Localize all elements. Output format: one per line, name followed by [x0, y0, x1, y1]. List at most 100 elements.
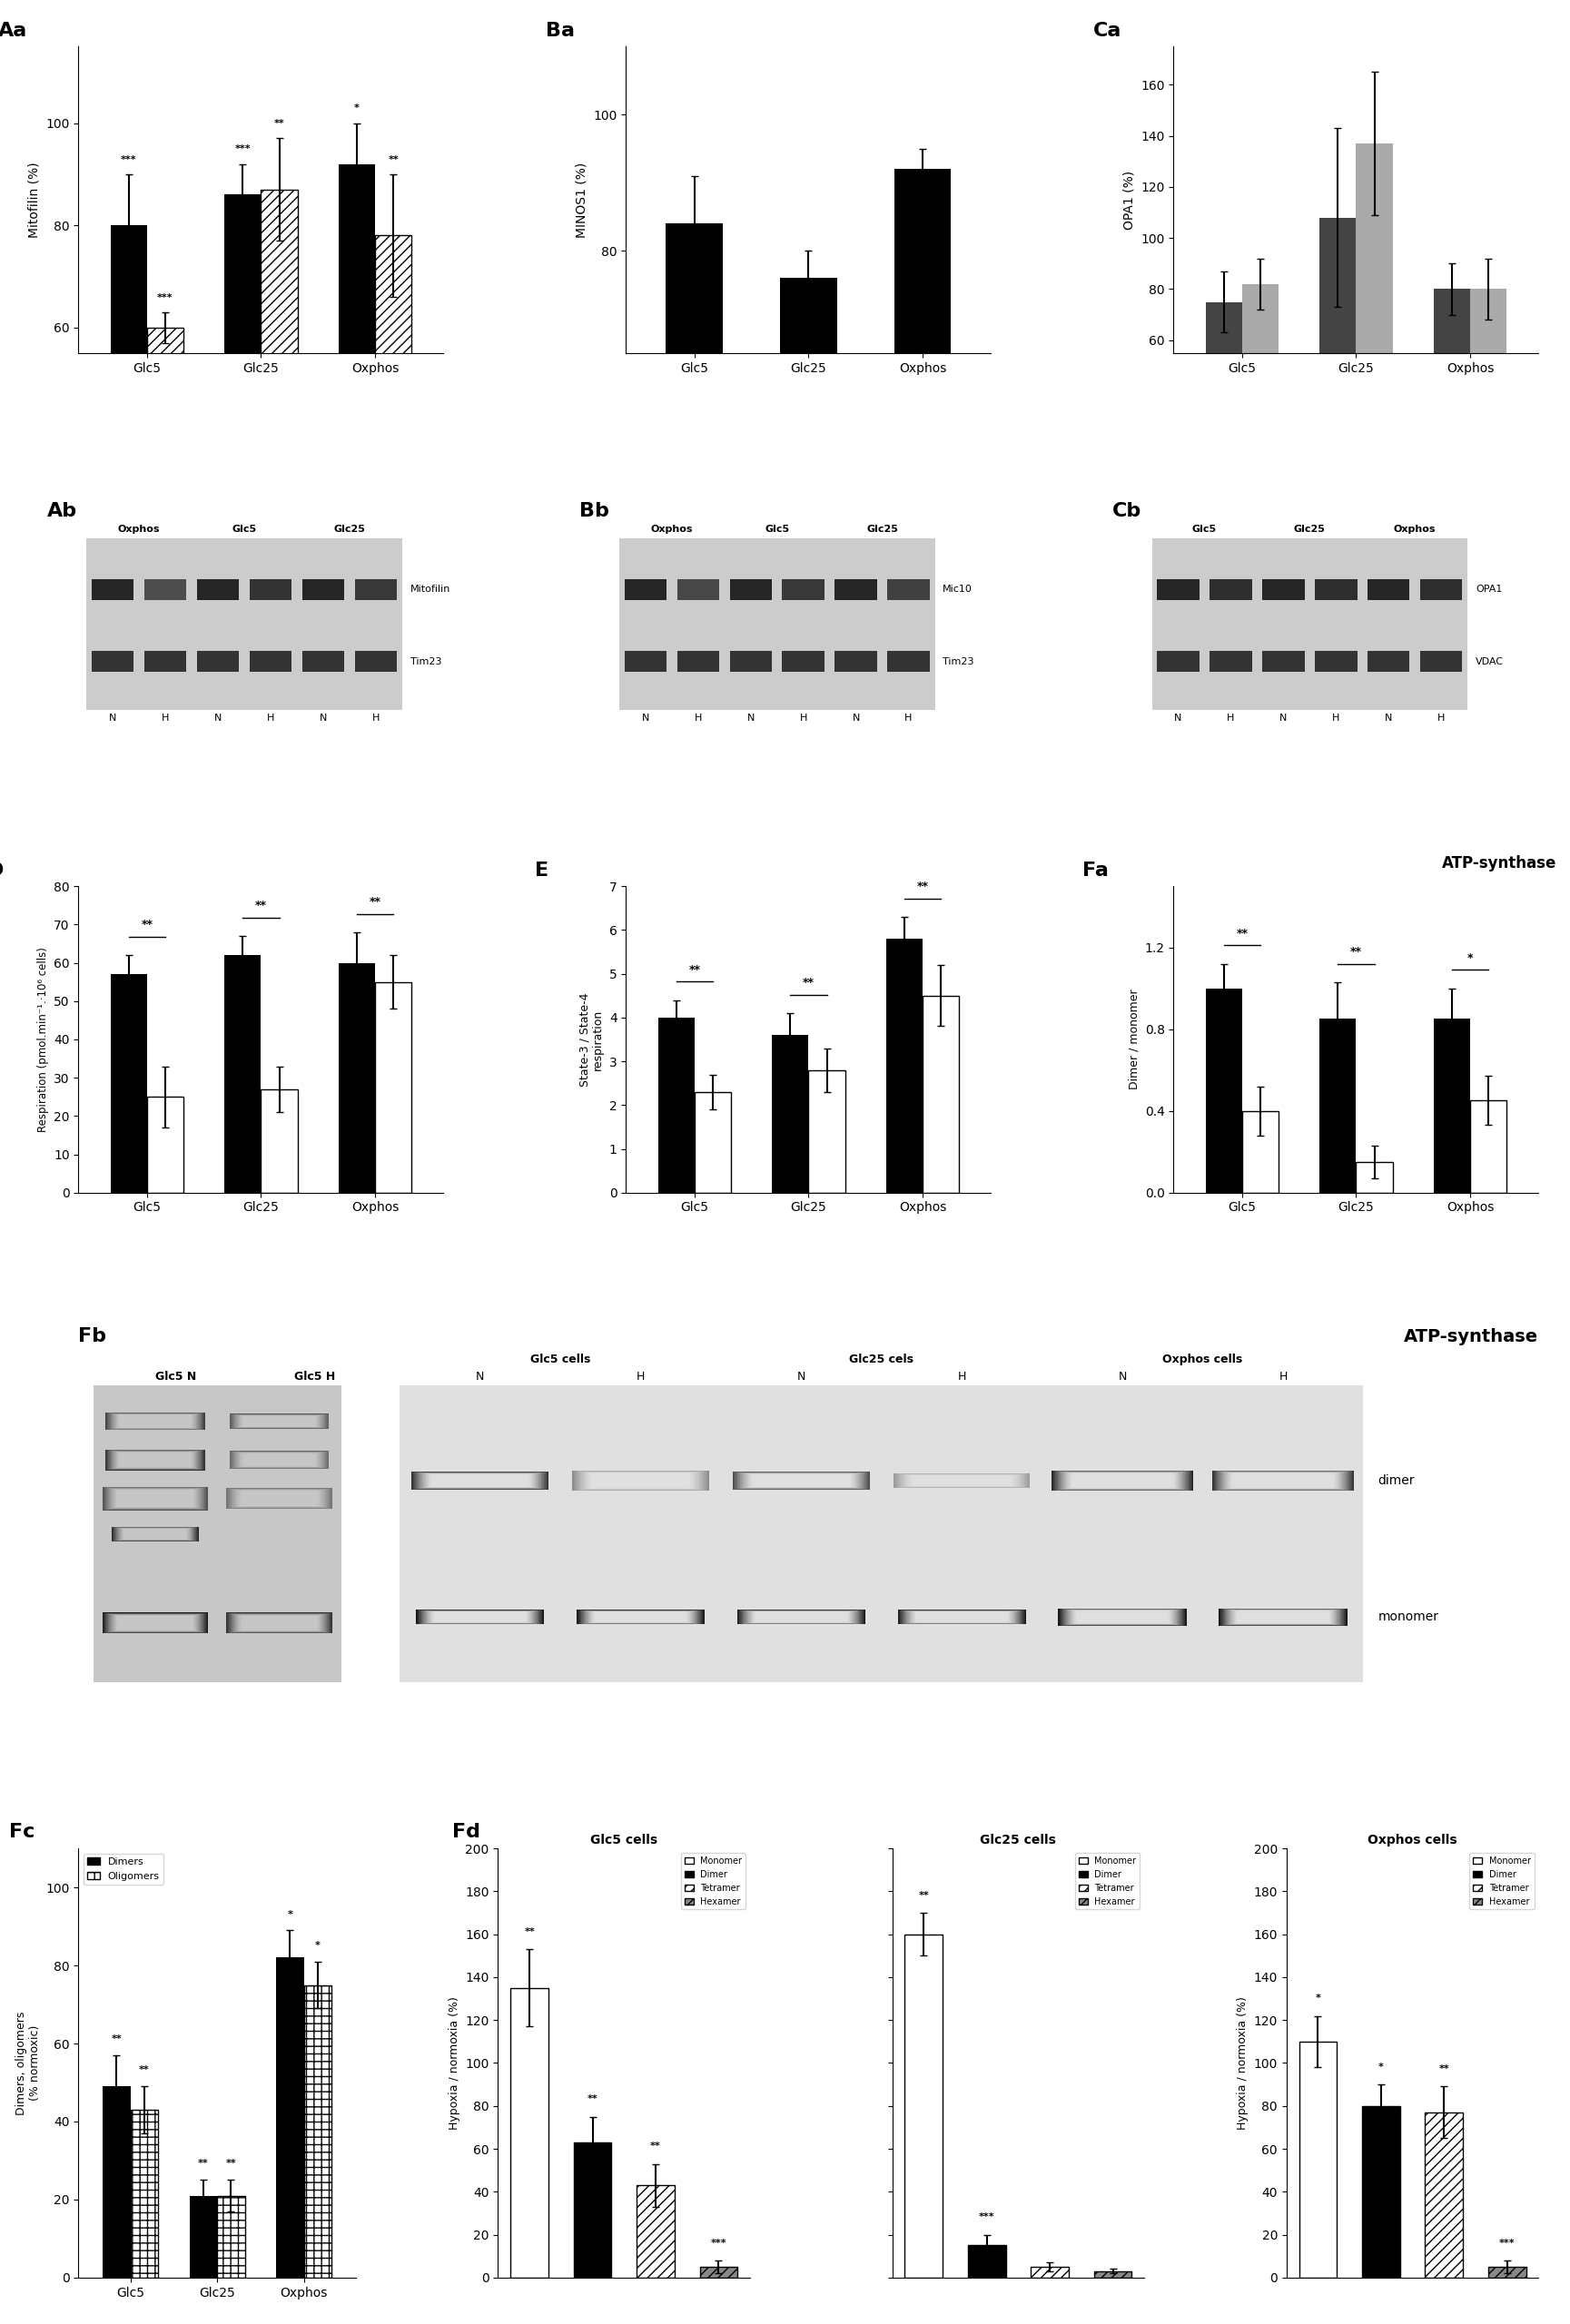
Bar [430, 1611, 529, 1622]
Text: Cb: Cb [1113, 502, 1141, 521]
Bar [1031, 2266, 1069, 2278]
Bar [111, 1413, 198, 1429]
Bar [418, 1611, 542, 1624]
Bar [595, 1613, 686, 1622]
Bar [239, 1452, 320, 1466]
Bar [743, 1611, 860, 1624]
Text: ***: *** [1499, 2238, 1515, 2247]
Bar [735, 1471, 868, 1490]
Title: Glc5 cells: Glc5 cells [590, 1834, 658, 1845]
Bar [738, 1473, 865, 1490]
Bar [148, 1097, 184, 1192]
Bar [906, 1611, 1019, 1624]
Bar [912, 1476, 1011, 1485]
Bar [240, 1452, 319, 1466]
Bar [1223, 1608, 1344, 1624]
Bar [1228, 1611, 1338, 1624]
Bar [416, 1611, 543, 1624]
Bar [375, 983, 411, 1192]
Bar [107, 1450, 203, 1471]
Bar [237, 1490, 320, 1506]
Bar [579, 1471, 702, 1490]
Bar [1367, 579, 1410, 600]
Bar [427, 1473, 534, 1487]
Bar [231, 1413, 328, 1429]
Bar [104, 1613, 207, 1634]
Bar [741, 1473, 862, 1490]
Text: H: H [372, 713, 380, 723]
Bar [237, 1615, 322, 1631]
Bar [658, 1018, 694, 1192]
Bar [573, 1471, 708, 1490]
Bar [747, 1473, 854, 1487]
Bar [573, 1471, 710, 1492]
Bar [584, 1611, 697, 1624]
Bar [240, 1415, 319, 1427]
Bar [239, 1615, 319, 1631]
Bar [1221, 1608, 1344, 1624]
Bar [907, 1476, 1016, 1487]
Bar [243, 1415, 316, 1427]
Y-axis label: State-3 / State-4
respiration: State-3 / State-4 respiration [579, 992, 604, 1085]
Bar [735, 1471, 868, 1490]
Bar [1064, 1471, 1181, 1490]
Bar [1242, 284, 1278, 493]
Bar [108, 1487, 203, 1508]
Text: ATP-synthase: ATP-synthase [1404, 1327, 1539, 1346]
Text: *: * [1316, 1994, 1320, 2003]
Bar [1060, 1608, 1185, 1627]
Bar [1074, 1611, 1171, 1624]
Bar [592, 1611, 689, 1622]
Bar [1236, 1611, 1330, 1624]
Bar [418, 1473, 542, 1490]
Text: Glc5: Glc5 [1192, 525, 1217, 535]
Bar [418, 1611, 543, 1624]
Text: H: H [162, 713, 170, 723]
Bar [240, 1615, 317, 1631]
Bar [1226, 1471, 1341, 1490]
Bar [240, 1492, 317, 1506]
Bar [677, 579, 719, 600]
Text: **: ** [524, 1927, 535, 1936]
Bar [1066, 1608, 1179, 1624]
Bar [124, 1529, 187, 1538]
Bar [581, 1471, 700, 1490]
Bar [111, 1450, 199, 1469]
Bar [1221, 1608, 1345, 1627]
Text: **: ** [587, 2094, 598, 2103]
Bar [587, 1473, 694, 1490]
Bar [418, 1473, 543, 1490]
Text: Glc25 cels: Glc25 cels [849, 1353, 914, 1367]
Bar [414, 1471, 545, 1490]
Bar [1262, 579, 1305, 600]
Bar [1363, 2106, 1400, 2278]
Bar [1236, 1611, 1331, 1624]
Text: Fb: Fb [78, 1327, 107, 1346]
Bar [747, 1473, 856, 1487]
Bar [895, 1473, 1030, 1487]
Bar [111, 1615, 199, 1631]
Bar [107, 1613, 204, 1631]
Bar [739, 1473, 864, 1490]
Bar [1225, 1608, 1341, 1624]
Bar [425, 1473, 535, 1487]
Bar [427, 1611, 534, 1622]
Bar [104, 1487, 206, 1511]
Bar [911, 1476, 1014, 1487]
Bar [1058, 1471, 1185, 1490]
Bar [232, 1613, 327, 1631]
Bar [116, 1452, 193, 1469]
Bar [115, 1452, 195, 1469]
Text: **: ** [254, 899, 267, 911]
Bar [237, 1415, 320, 1427]
Bar [110, 1413, 199, 1429]
Text: H: H [799, 713, 807, 723]
Bar [235, 1452, 323, 1469]
Bar [576, 1471, 705, 1490]
Bar [1058, 1608, 1185, 1627]
Bar [1074, 1611, 1171, 1624]
Bar [110, 1613, 201, 1631]
Bar [430, 1473, 529, 1487]
Bar [1218, 1471, 1349, 1490]
Bar [666, 223, 724, 795]
